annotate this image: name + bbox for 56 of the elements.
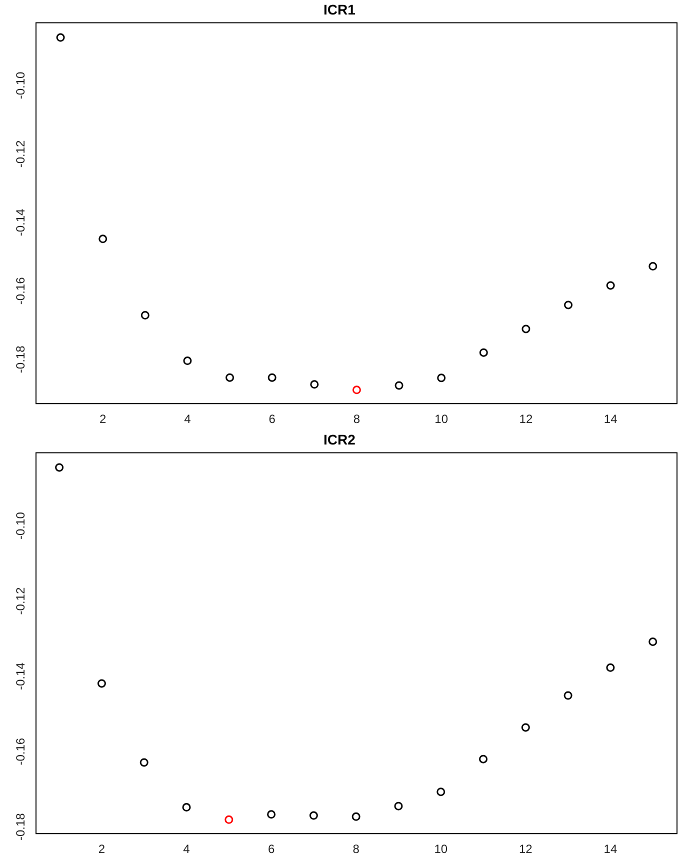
x-tick-label: 6: [268, 412, 276, 426]
x-tick-label: 14: [604, 412, 618, 426]
point: [226, 373, 234, 382]
point: [56, 33, 65, 42]
point: [606, 663, 615, 672]
point: [97, 679, 106, 688]
x-tick-label: 12: [519, 412, 533, 426]
x-tick-label: 12: [518, 842, 533, 856]
x-tick-label: 2: [100, 412, 107, 426]
point: [437, 374, 446, 382]
point: [182, 803, 191, 812]
x-tick-label: 6: [268, 842, 275, 856]
y-tick-label: -0.18: [13, 345, 28, 374]
point: [55, 463, 64, 472]
x-tick-label: 4: [184, 412, 192, 426]
point: [140, 758, 148, 767]
point: [268, 373, 276, 382]
point: [479, 348, 488, 357]
point: [479, 754, 488, 764]
chart-title: ICR1: [324, 1, 356, 18]
point: [352, 386, 361, 394]
point: [224, 815, 234, 824]
x-tick-label: 2: [98, 842, 106, 856]
y-tick-label: -0.18: [13, 812, 28, 841]
point: [394, 802, 403, 810]
point: [564, 300, 573, 310]
x-tick-label: 14: [604, 842, 618, 856]
point: [564, 691, 572, 700]
point: [309, 811, 318, 820]
x-tick-label: 4: [183, 842, 190, 856]
x-tick-label: 8: [352, 842, 360, 856]
y-tick-label: -0.14: [13, 208, 28, 236]
point: [352, 812, 360, 821]
y-tick-label: -0.14: [13, 662, 28, 690]
point: [606, 281, 615, 290]
point: [183, 356, 192, 366]
y-tick-label: -0.16: [13, 276, 28, 305]
y-tick-label: -0.10: [13, 71, 28, 100]
point: [521, 723, 530, 732]
point: [310, 380, 319, 389]
point: [648, 262, 658, 271]
x-tick-label: 10: [434, 842, 448, 856]
point: [267, 810, 276, 819]
x-tick-label: 8: [353, 412, 360, 426]
y-tick-label: -0.12: [13, 587, 28, 615]
point: [522, 324, 530, 334]
point: [648, 637, 658, 646]
point: [140, 311, 150, 320]
point: [436, 788, 446, 796]
y-tick-label: -0.10: [13, 512, 28, 540]
point: [98, 234, 108, 244]
point: [394, 381, 404, 390]
chart-title: ICR2: [324, 431, 356, 448]
y-tick-label: -0.12: [13, 140, 28, 168]
y-tick-label: -0.16: [13, 738, 28, 766]
x-tick-label: 10: [434, 412, 448, 426]
